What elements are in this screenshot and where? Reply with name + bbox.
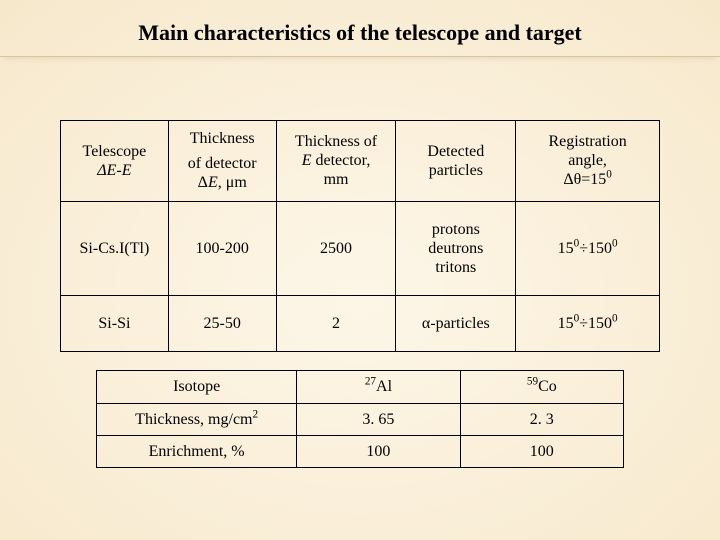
- cell-thickness-al: 3. 65: [297, 403, 460, 435]
- cell-telescope: Si-Cs.I(Tl): [61, 201, 169, 296]
- hdr-thickness-de: Thickness of detector ΔE, μm: [168, 121, 276, 202]
- hdr-detected-l2: particles: [429, 162, 483, 179]
- cell-e-thickness: 2500: [276, 201, 396, 296]
- particle-line: protons: [432, 221, 480, 238]
- cell-particles: α-particles: [396, 296, 516, 352]
- hdr-detected-l1: Detected: [427, 143, 484, 160]
- hdr-telescope-l1: Telescope: [83, 143, 147, 160]
- table-row: Enrichment, % 100 100: [97, 435, 624, 467]
- hdr-angle-l3: Δθ=150: [563, 171, 612, 188]
- cell-telescope: Si-Si: [61, 296, 169, 352]
- hdr-thickness-de-l2: of detector: [188, 155, 257, 172]
- cell-enrich-co: 100: [460, 435, 623, 467]
- cell-isotope-co: 59Co: [460, 371, 623, 403]
- hdr-thickness-de-l1: Thickness: [190, 130, 255, 147]
- cell-label: Thickness, mg/cm2: [97, 403, 297, 435]
- hdr-telescope: Telescope ΔE-E: [61, 121, 169, 202]
- cell-isotope-al: 27Al: [297, 371, 460, 403]
- particle-line: α-particles: [422, 315, 490, 332]
- cell-de-thickness: 25-50: [168, 296, 276, 352]
- hdr-thickness-de-l3: ΔE, μm: [198, 174, 247, 191]
- table-row: Si-Cs.I(Tl) 100-200 2500 protons deutron…: [61, 201, 660, 296]
- table-row: Isotope 27Al 59Co: [97, 371, 624, 403]
- hdr-thickness-e-l1: Thickness of: [295, 133, 377, 150]
- cell-angle: 150÷1500: [516, 201, 660, 296]
- cell-enrich-al: 100: [297, 435, 460, 467]
- cell-particles: protons deutrons tritons: [396, 201, 516, 296]
- cell-thickness-co: 2. 3: [460, 403, 623, 435]
- hdr-thickness-e-l3: mm: [324, 171, 349, 188]
- cell-e-thickness: 2: [276, 296, 396, 352]
- telescope-table: Telescope ΔE-E Thickness of detector ΔE,…: [60, 120, 660, 352]
- particle-line: deutrons: [428, 240, 483, 257]
- table-header-row: Telescope ΔE-E Thickness of detector ΔE,…: [61, 121, 660, 202]
- tables-container: Telescope ΔE-E Thickness of detector ΔE,…: [60, 120, 660, 468]
- hdr-detected: Detected particles: [396, 121, 516, 202]
- hdr-thickness-e: Thickness of E detector, mm: [276, 121, 396, 202]
- page-title: Main characteristics of the telescope an…: [0, 14, 720, 57]
- table-row: Thickness, mg/cm2 3. 65 2. 3: [97, 403, 624, 435]
- cell-label: Isotope: [97, 371, 297, 403]
- hdr-thickness-e-l2: E detector,: [302, 152, 371, 169]
- hdr-angle-l2: angle,: [568, 152, 607, 169]
- table-row: Si-Si 25-50 2 α-particles 150÷1500: [61, 296, 660, 352]
- hdr-angle-l1: Registration: [549, 133, 627, 150]
- cell-label: Enrichment, %: [97, 435, 297, 467]
- particle-line: tritons: [435, 259, 476, 276]
- hdr-angle: Registration angle, Δθ=150: [516, 121, 660, 202]
- target-table: Isotope 27Al 59Co Thickness, mg/cm2 3. 6…: [96, 370, 624, 468]
- hdr-telescope-l2: ΔE-E: [97, 162, 131, 179]
- cell-de-thickness: 100-200: [168, 201, 276, 296]
- cell-angle: 150÷1500: [516, 296, 660, 352]
